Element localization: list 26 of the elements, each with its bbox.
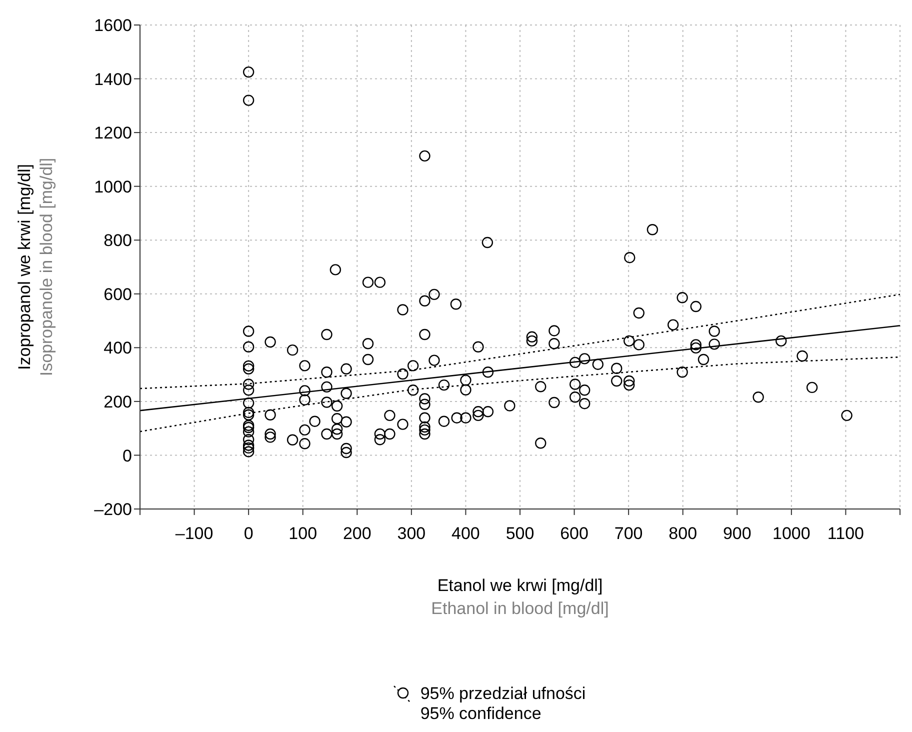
y-axis-title: Izopropanol we krwi [mg/dl] Isopropanole in blood [mg/dl]	[15, 158, 56, 376]
y-tick-label: 1400	[94, 70, 132, 89]
y-tick-label: –200	[94, 500, 132, 520]
x-tick-label: 0	[244, 524, 254, 544]
x-tick-label: 200	[342, 524, 372, 544]
x-tick-label: 300	[397, 524, 426, 544]
y-tick-label: 1200	[94, 124, 132, 143]
x-tick-label: 1100	[827, 524, 864, 544]
x-tick-label: 400	[452, 524, 480, 544]
x-tick-label: 700	[614, 524, 643, 544]
legend-label: 95% przedział ufności 95% confidence	[420, 684, 586, 724]
x-tick-label: 100	[288, 524, 318, 544]
x-tick-label: –100	[175, 524, 214, 544]
x-tick-label: 800	[668, 524, 698, 544]
y-tick-label: 1000	[94, 177, 132, 196]
y-tick-label: 400	[104, 338, 132, 358]
y-tick-label: 800	[104, 231, 132, 250]
y-tick-label: 0	[122, 446, 132, 466]
x-tick-label: 1000	[772, 524, 810, 544]
y-tick-label: 1600	[94, 16, 132, 36]
x-tick-label: 900	[722, 524, 752, 544]
y-tick-label: 600	[104, 284, 132, 304]
x-tick-label: 500	[506, 524, 534, 544]
x-axis-title: Etanol we krwi [mg/dl] Ethanol in blood [mg/dl]	[431, 576, 609, 618]
x-tick-label: 600	[560, 524, 588, 544]
y-tick-label: 200	[104, 392, 132, 412]
